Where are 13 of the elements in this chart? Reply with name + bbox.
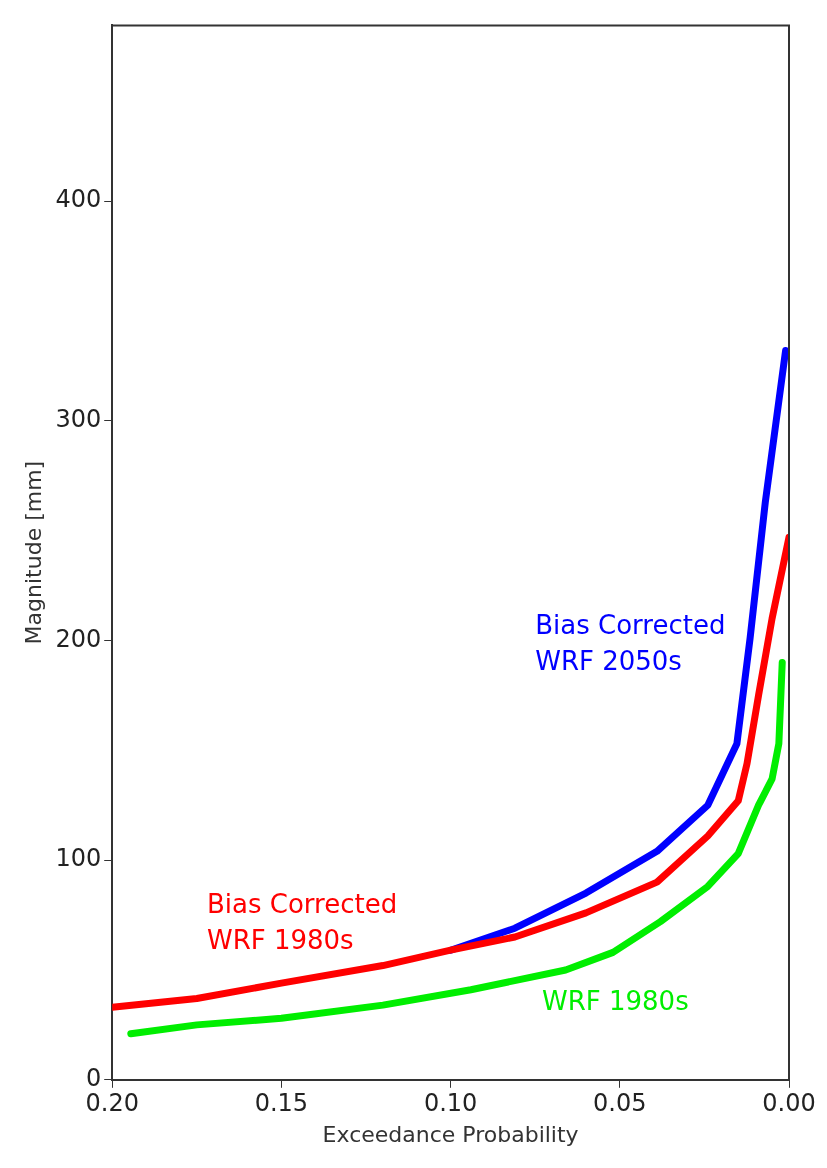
y-tick-label: 300 [55,405,102,434]
x-tick-label: 0.10 [423,1089,478,1118]
x-tick-label: 0.00 [762,1089,816,1118]
y-tick-label: 400 [55,185,102,214]
series-label: WRF 1980s [541,985,689,1016]
series-label: Bias Corrected WRF 1980s [206,888,398,955]
x-axis-title: Exceedance Probability [322,1121,579,1147]
y-tick-label: 100 [55,844,102,873]
y-tick-label: 200 [55,624,102,653]
x-tick-label: 0.15 [254,1089,309,1118]
x-tick-label: 0.05 [593,1089,647,1118]
y-axis-title: Magnitude [mm] [20,460,46,645]
series-label: Bias Corrected WRF 2050s [535,609,726,676]
